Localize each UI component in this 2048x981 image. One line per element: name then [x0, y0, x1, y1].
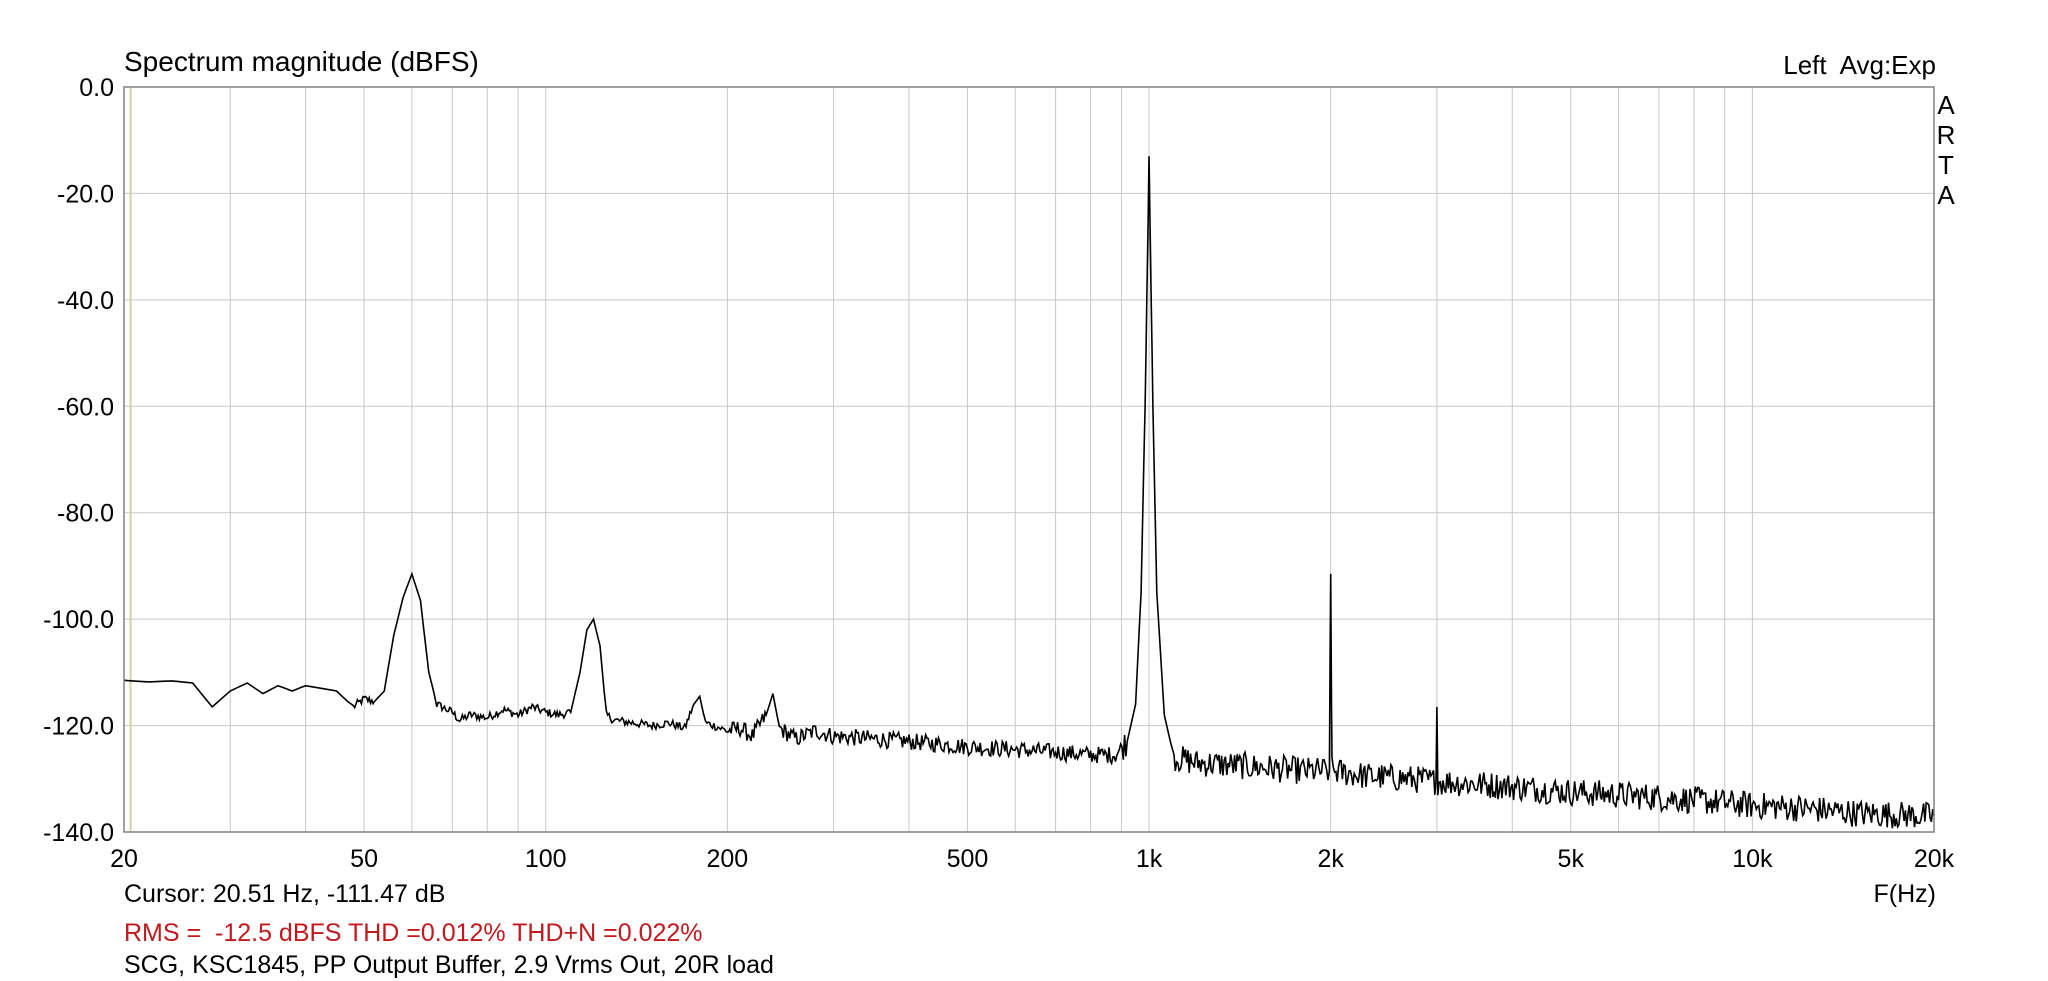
y-tick-label: 0.0	[79, 74, 114, 102]
x-axis-label: F(Hz)	[1873, 880, 1936, 908]
y-tick-label: -120.0	[43, 713, 114, 741]
y-tick-label: -60.0	[57, 393, 114, 421]
cursor-readout: Cursor: 20.51 Hz, -111.47 dB	[124, 880, 446, 908]
measurement-description: SCG, KSC1845, PP Output Buffer, 2.9 Vrms…	[124, 951, 774, 979]
plot-frame	[123, 86, 1935, 833]
y-tick-label: -40.0	[57, 287, 114, 315]
chart-title: Spectrum magnitude (dBFS)	[124, 46, 479, 77]
channel-info: Left Avg:Exp	[1783, 50, 1936, 80]
x-tick-labels: 20 50 100 200 500 1k 2k 5k 10k 20k	[110, 845, 1955, 873]
y-tick-label: -100.0	[43, 606, 114, 634]
vertical-label-letter: A	[1937, 180, 1955, 210]
x-tick-label: 5k	[1558, 845, 1585, 873]
x-tick-label: 2k	[1317, 845, 1344, 873]
measurement-stats: RMS = -12.5 dBFS THD =0.012% THD+N =0.02…	[124, 919, 703, 947]
y-tick-label: -20.0	[57, 180, 114, 208]
y-tick-label: -140.0	[43, 819, 114, 847]
x-tick-label: 1k	[1136, 845, 1163, 873]
x-tick-label: 50	[350, 845, 378, 873]
x-tick-label: 10k	[1732, 845, 1773, 873]
vertical-label-letter: A	[1937, 90, 1955, 120]
x-tick-label: 500	[947, 845, 989, 873]
grid-lines	[124, 87, 1934, 832]
vertical-label-letter: T	[1938, 150, 1954, 180]
spectrum-trace	[123, 156, 1935, 829]
vertical-label-letter: R	[1936, 120, 1956, 150]
x-tick-label: 20k	[1914, 845, 1955, 873]
y-tick-labels: 0.0 -20.0 -40.0 -60.0 -80.0 -100.0 -120.0 -140.…	[43, 74, 114, 847]
x-tick-label: 20	[110, 845, 138, 873]
y-tick-label: -80.0	[57, 500, 114, 528]
x-tick-label: 200	[706, 845, 748, 873]
x-tick-label: 100	[525, 845, 567, 873]
